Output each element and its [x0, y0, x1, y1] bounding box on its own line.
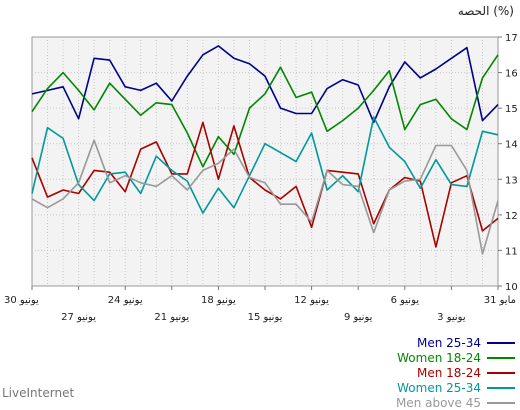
- legend-swatch: [487, 371, 515, 374]
- series-lines: [31, 45, 499, 255]
- x-tick-label: 6 يونيو: [391, 295, 420, 306]
- x-tick-label: 15 يونيو: [248, 312, 283, 323]
- y-tick-label: 11: [505, 246, 518, 257]
- series-line-men-18-24: [31, 121, 499, 248]
- line-chart: الحصه (%) 10 11 12 13 14 15 16 17 30 يونيو 27 يو…: [4, 4, 518, 323]
- x-tick-label: 30 يونيو: [4, 295, 39, 306]
- legend-swatch: [487, 401, 515, 404]
- x-tick-label: 27 يونيو: [61, 312, 96, 323]
- y-tick-label: 14: [505, 140, 518, 151]
- legend-item: Women 18-24: [300, 350, 515, 365]
- series-line-women-25-34: [31, 116, 499, 214]
- series-line-men-above-45: [31, 139, 499, 255]
- x-tick-label: 31 مايو: [484, 295, 516, 306]
- legend-label: Men above 45: [395, 395, 481, 410]
- x-tick-label: 9 يونيو: [344, 312, 373, 323]
- x-tick-labels: 30 يونيو 27 يونيو 24 يونيو 21 يونيو 18 يونيو…: [4, 286, 516, 323]
- y-tick-label: 12: [505, 211, 518, 222]
- y-tick-label: 10: [505, 282, 518, 293]
- x-tick-label: 3 يونيو: [437, 312, 466, 323]
- x-tick-label: 24 يونيو: [108, 295, 143, 306]
- y-axis-unit-label: الحصه (%): [458, 4, 514, 18]
- legend-item: Men 25-34: [300, 335, 515, 350]
- legend-item: Men 18-24: [300, 365, 515, 380]
- legend-label: Men 18-24: [416, 365, 481, 380]
- x-tick-label: 12 يونيو: [294, 295, 329, 306]
- brand-footer: LiveInternet: [2, 386, 75, 400]
- x-tick-label: 18 يونيو: [201, 295, 236, 306]
- y-tick-label: 13: [505, 175, 518, 186]
- legend-swatch: [487, 341, 515, 344]
- y-tick-label: 17: [505, 33, 518, 44]
- legend-label: Women 18-24: [397, 350, 481, 365]
- series-line-men-25-34: [31, 45, 499, 124]
- x-tick-label: 21 يونيو: [154, 312, 189, 323]
- legend-label: Women 25-34: [397, 380, 481, 395]
- legend-label: Men 25-34: [416, 335, 481, 350]
- legend-item: Women 25-34: [300, 380, 515, 395]
- series-line-women-18-24: [31, 54, 499, 168]
- legend-swatch: [487, 356, 515, 359]
- y-tick-label: 15: [505, 104, 518, 115]
- y-tick-labels: 10 11 12 13 14 15 16 17: [498, 33, 518, 293]
- y-tick-label: 16: [505, 69, 518, 80]
- legend-item: Men above 45: [300, 395, 515, 410]
- legend-swatch: [487, 386, 515, 389]
- legend: Men 25-34 Women 18-24 Men 18-24 Women 25-34…: [300, 335, 515, 410]
